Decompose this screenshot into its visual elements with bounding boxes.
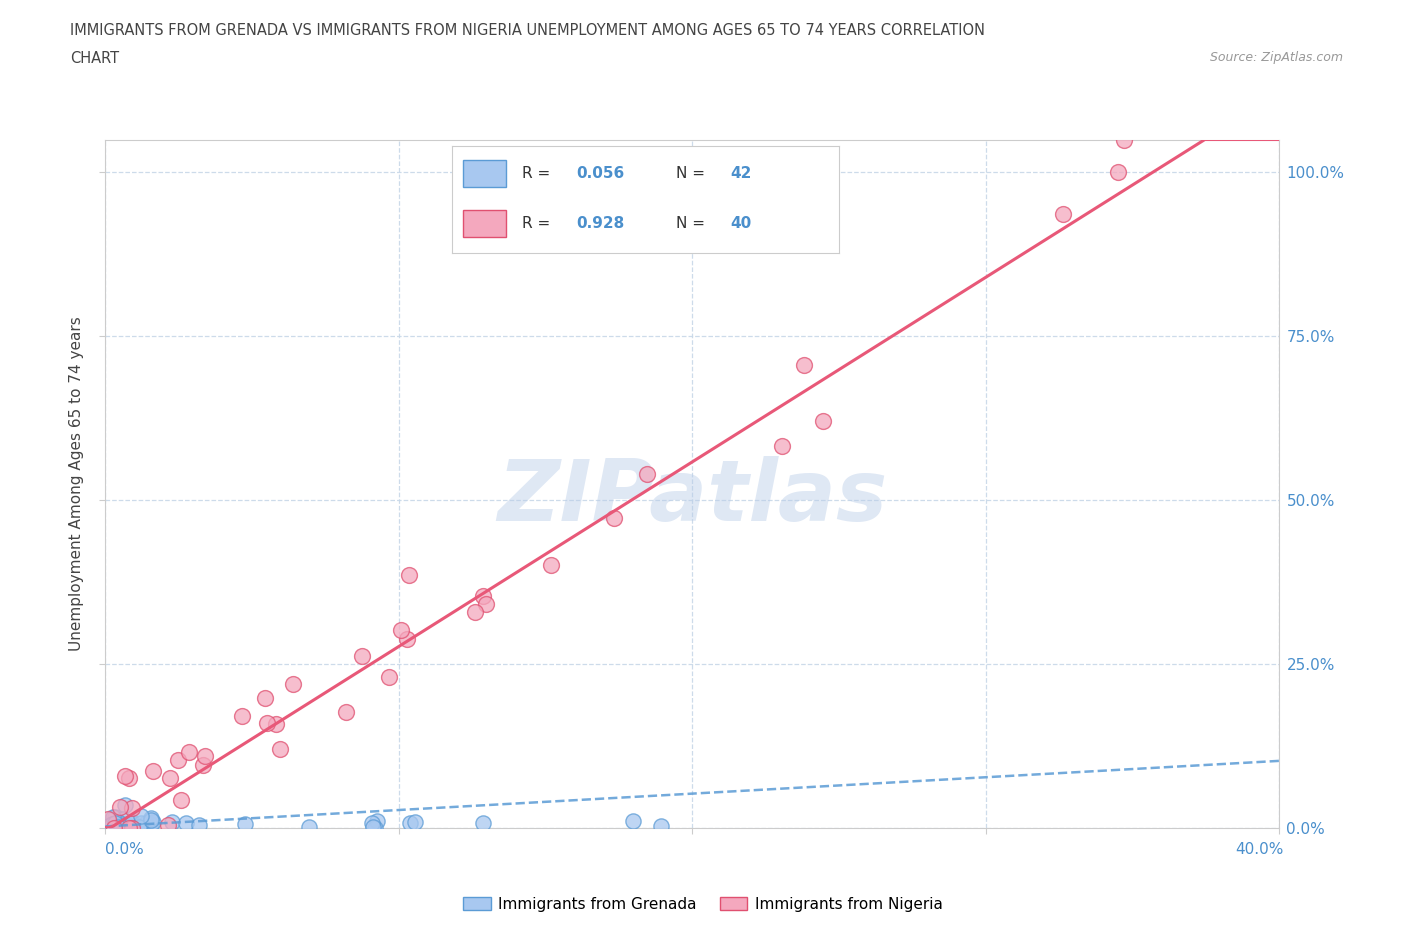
Point [156,817,179,832]
Point [139,813,162,828]
Point [129,815,152,830]
Point [103,810,125,825]
Point [233,817,256,831]
Point [399,816,422,830]
Point [770,438,793,453]
Point [129,809,152,824]
Point [298,819,321,834]
Point [114,818,136,833]
Point [139,817,162,831]
Point [395,632,418,647]
Point [114,798,136,813]
Point [136,818,159,833]
Point [177,745,200,760]
Point [1114,132,1136,147]
Point [1107,165,1129,179]
Text: 0.0%: 0.0% [105,842,145,857]
Point [118,820,141,835]
Point [97,818,120,833]
Point [142,764,165,778]
Point [170,792,193,807]
Point [256,716,278,731]
Point [378,670,401,684]
Point [540,557,562,572]
Point [398,567,420,582]
Point [361,819,384,834]
Point [364,820,387,835]
Point [101,817,124,831]
Point [475,597,498,612]
Point [174,815,197,830]
Point [108,800,131,815]
Point [121,815,143,830]
Point [103,820,125,835]
Point [117,819,139,834]
Point [159,770,181,785]
Y-axis label: Unemployment Among Ages 65 to 74 years: Unemployment Among Ages 65 to 74 years [69,316,84,651]
Point [813,413,835,428]
Point [361,816,384,830]
Point [107,819,129,834]
Point [118,770,141,785]
Point [122,818,145,833]
Point [139,811,162,826]
Point [194,749,217,764]
Point [142,815,165,830]
Text: 40.0%: 40.0% [1236,842,1284,857]
Point [112,817,135,832]
Point [121,820,143,835]
Point [108,818,131,833]
Point [471,589,494,604]
Point [352,648,374,663]
Text: CHART: CHART [70,51,120,66]
Point [793,358,815,373]
Point [111,811,134,826]
Point [101,809,124,824]
Point [264,717,287,732]
Point [103,816,125,830]
Legend: Immigrants from Grenada, Immigrants from Nigeria: Immigrants from Grenada, Immigrants from… [457,890,949,918]
Point [97,811,120,826]
Point [621,814,644,829]
Point [389,622,412,637]
Point [253,691,276,706]
Point [650,818,672,833]
Text: IMMIGRANTS FROM GRENADA VS IMMIGRANTS FROM NIGERIA UNEMPLOYMENT AMONG AGES 65 TO: IMMIGRANTS FROM GRENADA VS IMMIGRANTS FR… [70,23,986,38]
Point [269,742,291,757]
Point [464,604,486,619]
Point [335,705,357,720]
Point [1052,206,1074,221]
Point [141,817,163,831]
Point [471,816,494,830]
Text: Source: ZipAtlas.com: Source: ZipAtlas.com [1209,51,1343,64]
Point [281,676,304,691]
Point [110,819,132,834]
Point [231,709,253,724]
Point [188,817,211,832]
Text: ZIPatlas: ZIPatlas [498,456,887,538]
Point [366,814,388,829]
Point [167,752,190,767]
Point [602,511,624,525]
Point [105,817,128,832]
Point [114,769,136,784]
Point [191,757,214,772]
Point [135,816,157,830]
Point [110,816,132,830]
Point [121,816,143,830]
Point [404,814,426,829]
Point [121,801,143,816]
Point [128,820,150,835]
Point [636,467,658,482]
Point [160,815,183,830]
